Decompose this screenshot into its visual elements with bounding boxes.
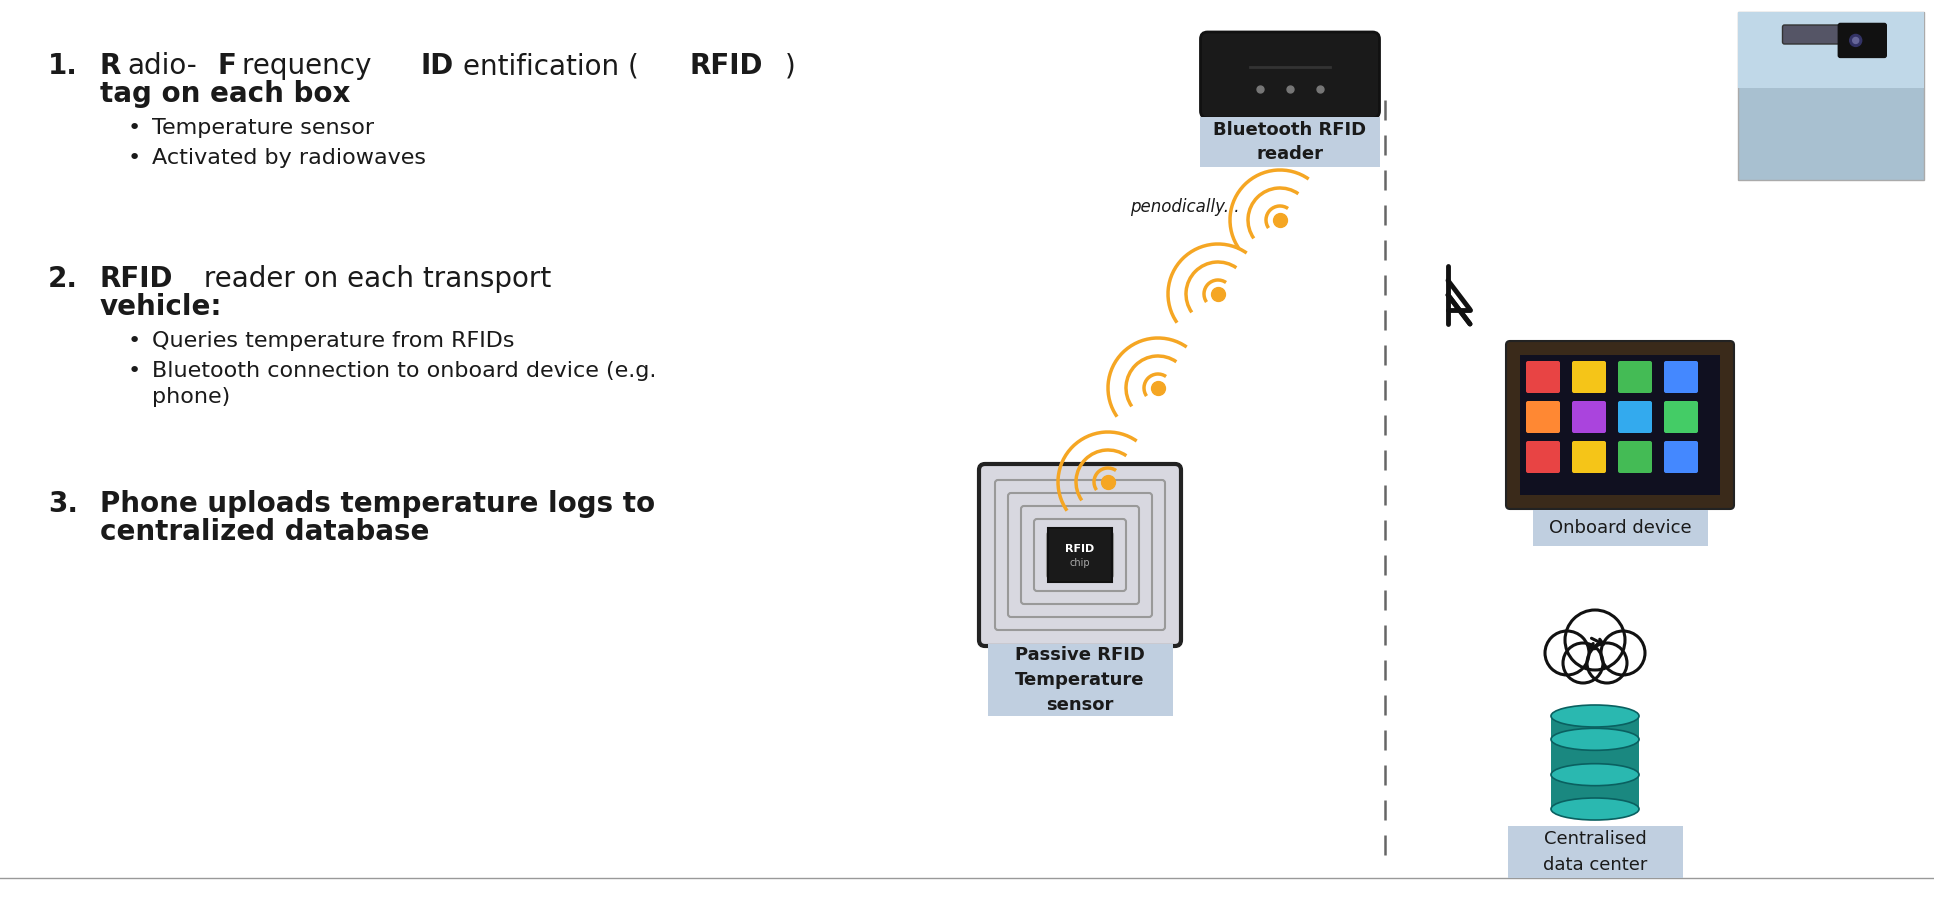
Text: R: R: [101, 52, 122, 80]
FancyBboxPatch shape: [1048, 528, 1112, 582]
Text: F: F: [219, 52, 236, 80]
FancyBboxPatch shape: [1507, 826, 1683, 878]
Text: Bluetooth connection to onboard device (e.g.: Bluetooth connection to onboard device (…: [153, 361, 656, 381]
FancyBboxPatch shape: [1739, 12, 1924, 87]
FancyBboxPatch shape: [1783, 25, 1857, 44]
Text: chip: chip: [1070, 558, 1091, 568]
FancyBboxPatch shape: [1663, 361, 1698, 393]
Text: 3.: 3.: [48, 490, 77, 518]
Bar: [1551, 716, 1638, 809]
FancyBboxPatch shape: [1520, 355, 1719, 495]
Text: •: •: [128, 148, 141, 168]
Ellipse shape: [1551, 705, 1638, 727]
FancyBboxPatch shape: [1739, 12, 1924, 180]
Text: ID: ID: [420, 52, 454, 80]
FancyBboxPatch shape: [1572, 441, 1605, 473]
Circle shape: [1853, 38, 1859, 43]
Text: entification (: entification (: [464, 52, 638, 80]
Text: Centralised
data center: Centralised data center: [1543, 831, 1648, 874]
FancyBboxPatch shape: [1199, 117, 1381, 167]
Ellipse shape: [1551, 764, 1638, 786]
FancyBboxPatch shape: [1526, 401, 1561, 433]
Text: reader on each transport: reader on each transport: [195, 265, 551, 293]
Ellipse shape: [1551, 798, 1638, 820]
FancyBboxPatch shape: [1532, 510, 1708, 546]
Circle shape: [1565, 610, 1625, 670]
Text: RFID: RFID: [690, 52, 764, 80]
Text: RFID: RFID: [1066, 544, 1095, 554]
Text: tag on each box: tag on each box: [101, 80, 350, 108]
Text: •: •: [128, 118, 141, 138]
Text: penodically...: penodically...: [1129, 198, 1240, 216]
Text: phone): phone): [153, 387, 230, 407]
Ellipse shape: [1551, 728, 1638, 751]
Text: Queries temperature from RFIDs: Queries temperature from RFIDs: [153, 331, 514, 351]
FancyBboxPatch shape: [1619, 361, 1652, 393]
FancyBboxPatch shape: [1663, 441, 1698, 473]
Circle shape: [1545, 631, 1590, 675]
FancyBboxPatch shape: [1619, 441, 1652, 473]
FancyBboxPatch shape: [1507, 341, 1735, 509]
Text: vehicle:: vehicle:: [101, 293, 222, 321]
Circle shape: [1588, 643, 1626, 683]
FancyBboxPatch shape: [1619, 401, 1652, 433]
Text: requency: requency: [242, 52, 381, 80]
FancyBboxPatch shape: [1839, 23, 1886, 58]
Text: RFID: RFID: [101, 265, 174, 293]
Text: Phone uploads temperature logs to: Phone uploads temperature logs to: [101, 490, 656, 518]
Text: adio-: adio-: [128, 52, 197, 80]
FancyBboxPatch shape: [1572, 361, 1605, 393]
Circle shape: [1849, 34, 1862, 47]
FancyBboxPatch shape: [1526, 441, 1561, 473]
Text: 2.: 2.: [48, 265, 77, 293]
Text: 1.: 1.: [48, 52, 77, 80]
Circle shape: [1601, 631, 1646, 675]
Text: Activated by radiowaves: Activated by radiowaves: [153, 148, 425, 168]
Text: •: •: [128, 361, 141, 381]
FancyBboxPatch shape: [1201, 32, 1379, 118]
Text: Onboard device: Onboard device: [1549, 519, 1692, 537]
FancyBboxPatch shape: [1572, 401, 1605, 433]
FancyBboxPatch shape: [1526, 361, 1561, 393]
FancyBboxPatch shape: [979, 464, 1182, 646]
Text: •: •: [128, 331, 141, 351]
Text: centralized database: centralized database: [101, 518, 429, 546]
Text: ): ): [785, 52, 795, 80]
Text: Temperature sensor: Temperature sensor: [153, 118, 373, 138]
FancyBboxPatch shape: [988, 644, 1172, 716]
FancyBboxPatch shape: [1663, 401, 1698, 433]
Text: Passive RFID
Temperature
sensor: Passive RFID Temperature sensor: [1015, 646, 1145, 714]
Text: Bluetooth RFID
reader: Bluetooth RFID reader: [1213, 122, 1367, 163]
Circle shape: [1563, 643, 1603, 683]
